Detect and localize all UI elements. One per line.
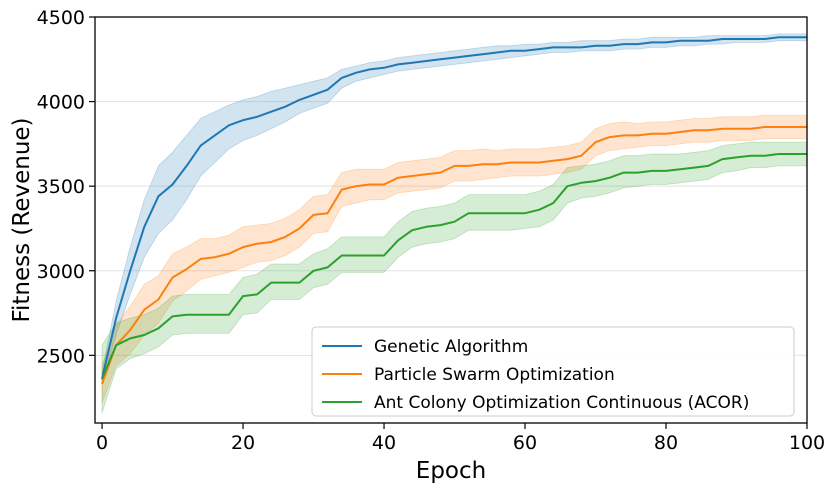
x-axis-label: Epoch: [416, 458, 486, 484]
x-tick-label: 100: [789, 432, 825, 454]
series-line-2: [101, 153, 807, 380]
y-tick-label: 3500: [37, 176, 85, 198]
legend-label-1: Particle Swarm Optimization: [374, 365, 615, 385]
y-tick-label: 4500: [37, 7, 85, 29]
y-tick-label: 3000: [37, 261, 85, 283]
x-tick-label: 40: [372, 432, 396, 454]
y-axis-label: Fitness (Revenue): [9, 117, 35, 322]
y-tick-label: 2500: [37, 345, 85, 367]
plot-frame: [94, 16, 808, 424]
series-line-0: [101, 36, 807, 380]
legend-label-0: Genetic Algorithm: [374, 337, 528, 357]
series-lines: [101, 36, 807, 385]
x-axis-ticks: 0 20 40 60 80 100: [96, 423, 825, 454]
legend-label-2: Ant Colony Optimization Continuous (ACOR…: [374, 393, 749, 413]
y-tick-label: 4000: [37, 92, 85, 114]
legend-box: [311, 326, 795, 417]
series-line-1: [101, 126, 807, 385]
x-tick-label: 60: [513, 432, 537, 454]
x-tick-label: 80: [654, 432, 678, 454]
y-axis-ticks: 2500 3000 3500 4000 4500: [37, 7, 95, 367]
x-tick-label: 20: [231, 432, 255, 454]
legend: Genetic Algorithm Particle Swarm Optimiza…: [311, 326, 795, 417]
x-tick-label: 0: [96, 432, 108, 454]
